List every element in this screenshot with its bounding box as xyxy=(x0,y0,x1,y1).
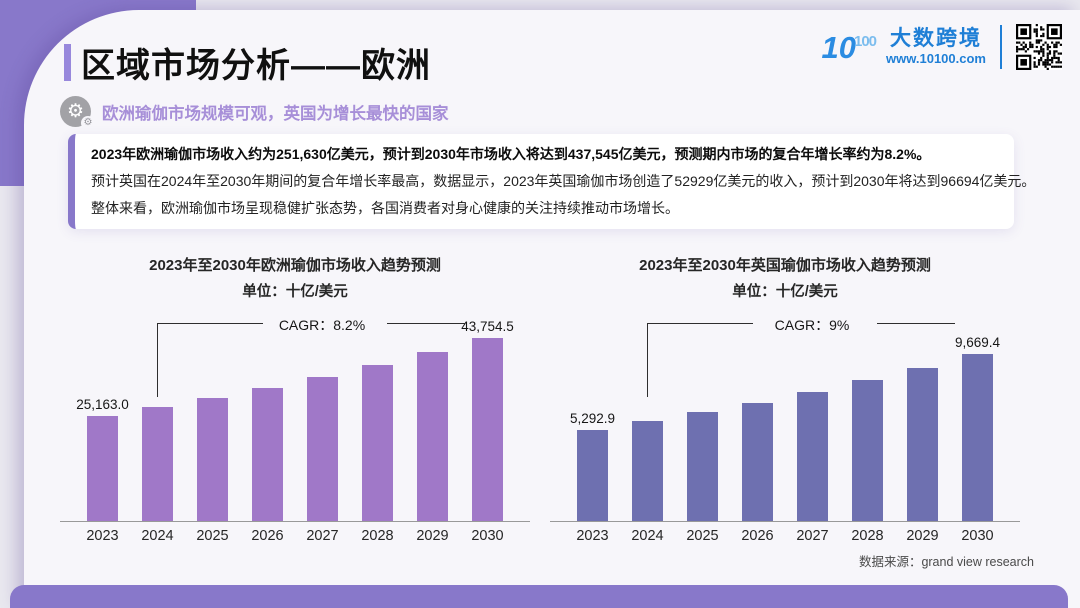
bar-column-2030: 43,754.5 xyxy=(460,319,515,521)
bar-column-2023: 25,163.0 xyxy=(75,397,130,521)
x-tick-label: 2028 xyxy=(361,528,394,544)
x-tick-label: 2030 xyxy=(961,528,994,544)
europe-yoga-revenue-chart: 2023年至2030年欧洲瑜伽市场收入趋势预测 单位：十亿/美元 CAGR：8.… xyxy=(60,254,530,544)
summary-box: 2023年欧洲瑜伽市场收入约为251,630亿美元，预计到2030年市场收入将达… xyxy=(68,134,1036,229)
x-tick-label: 2024 xyxy=(141,528,174,544)
bar-column-2025 xyxy=(185,397,240,521)
bar-column-2027 xyxy=(785,392,840,521)
x-tick-label: 2027 xyxy=(306,528,339,544)
x-tick-label: 2025 xyxy=(686,528,719,544)
bar xyxy=(197,397,228,521)
bar xyxy=(797,392,828,521)
bar-column-2030: 9,669.4 xyxy=(950,335,1005,521)
title-accent-bar xyxy=(64,44,71,81)
x-tick-label: 2030 xyxy=(471,528,504,544)
small-gear-icon: ⚙ xyxy=(81,116,95,130)
bar-column-2028 xyxy=(350,364,405,521)
x-tick-label: 2027 xyxy=(796,528,829,544)
bar-column-2024 xyxy=(130,407,185,521)
logo-divider xyxy=(1000,25,1002,69)
x-tick-label: 2029 xyxy=(906,528,939,544)
data-source-note: 数据来源：grand view research xyxy=(858,555,1034,569)
bar-value-label: 5,292.9 xyxy=(569,410,616,426)
bar-value-label: 43,754.5 xyxy=(461,319,514,334)
x-tick-label: 2029 xyxy=(416,528,449,544)
x-tick-label: 2025 xyxy=(196,528,229,544)
page-subtitle: 欧洲瑜伽市场规模可观，英国为增长最快的国家 xyxy=(102,104,449,123)
page-title: 区域市场分析——欧洲 xyxy=(81,47,431,85)
summary-line-1: 2023年欧洲瑜伽市场收入约为251,630亿美元，预计到2030年市场收入将达… xyxy=(91,146,931,162)
bar xyxy=(142,407,173,521)
bar xyxy=(962,354,993,521)
x-tick-label: 2023 xyxy=(86,528,119,544)
bars-group: 5,292.9 9,669.4 xyxy=(565,310,1005,521)
bar-column-2026 xyxy=(730,402,785,521)
bar xyxy=(417,352,448,521)
x-tick-label: 2026 xyxy=(741,528,774,544)
brand-logo-icon: 10 100 xyxy=(821,29,878,65)
qr-code-icon[interactable] xyxy=(1016,24,1062,70)
bar-column-2027 xyxy=(295,376,350,521)
content-card: 区域市场分析——欧洲 10 100 大数跨境 www.10100.com ⚙ ⚙… xyxy=(24,10,1080,608)
bar xyxy=(252,387,283,521)
bottom-accent-bar xyxy=(10,585,1068,608)
bar-column-2025 xyxy=(675,412,730,521)
bar xyxy=(307,376,338,521)
brand-text: 大数跨境 www.10100.com xyxy=(886,27,986,66)
bar xyxy=(87,415,118,521)
summary-line-2: 预计英国在2024年至2030年期间的复合年增长率最高，数据显示，2023年英国… xyxy=(91,173,1036,189)
bar-value-label: 9,669.4 xyxy=(954,335,1001,350)
subtitle-row: ⚙ ⚙ 欧洲瑜伽市场规模可观，英国为增长最快的国家 xyxy=(60,96,449,130)
gear-icon: ⚙ ⚙ xyxy=(60,96,95,130)
bar xyxy=(632,421,663,521)
website-link[interactable]: www.10100.com xyxy=(886,50,986,66)
bar-column-2028 xyxy=(840,380,895,521)
logo-mark-small: 100 xyxy=(854,32,877,50)
logo-mark-big: 10 xyxy=(821,29,856,65)
bar-column-2026 xyxy=(240,387,295,521)
bar xyxy=(472,338,503,521)
page-header: 区域市场分析——欧洲 xyxy=(64,38,431,87)
brand-name: 大数跨境 xyxy=(890,27,983,51)
bar-column-2023: 5,292.9 xyxy=(565,411,620,521)
chart-unit-label: 单位：十亿/美元 xyxy=(242,284,348,300)
chart-unit-label: 单位：十亿/美元 xyxy=(732,284,838,300)
chart-plot-area: CAGR：9% 5,292.9 9,669.4 xyxy=(550,310,1020,522)
bar xyxy=(907,367,938,521)
x-tick-label: 2023 xyxy=(576,528,609,544)
uk-yoga-revenue-chart: 2023年至2030年英国瑜伽市场收入趋势预测 单位：十亿/美元 CAGR：9%… xyxy=(550,254,1020,544)
x-tick-label: 2028 xyxy=(851,528,884,544)
brand-block: 10 100 大数跨境 www.10100.com xyxy=(822,24,1062,70)
x-tick-label: 2026 xyxy=(251,528,284,544)
x-tick-label: 2024 xyxy=(631,528,664,544)
bar xyxy=(852,380,883,521)
bar-value-label: 25,163.0 xyxy=(76,396,129,412)
chart-plot-area: CAGR：8.2% 25,163.0 43,754.5 xyxy=(60,310,530,522)
bar-column-2029 xyxy=(405,352,460,521)
x-axis-labels: 2023 2024 2025 2026 2027 2028 2029 2030 xyxy=(550,528,1020,544)
chart-title: 2023年至2030年欧洲瑜伽市场收入趋势预测 xyxy=(149,257,441,274)
x-axis-labels: 2023 2024 2025 2026 2027 2028 2029 2030 xyxy=(60,528,530,544)
bar xyxy=(687,412,718,521)
bar xyxy=(577,429,608,521)
chart-title: 2023年至2030年英国瑜伽市场收入趋势预测 xyxy=(639,257,931,274)
bar xyxy=(742,402,773,521)
bars-group: 25,163.0 43,754.5 xyxy=(75,310,515,521)
summary-line-3: 整体来看，欧洲瑜伽市场呈现稳健扩张态势，各国消费者对身心健康的关注持续推动市场增… xyxy=(91,200,679,216)
bar xyxy=(362,364,393,521)
bar-column-2024 xyxy=(620,421,675,521)
bar-column-2029 xyxy=(895,367,950,521)
